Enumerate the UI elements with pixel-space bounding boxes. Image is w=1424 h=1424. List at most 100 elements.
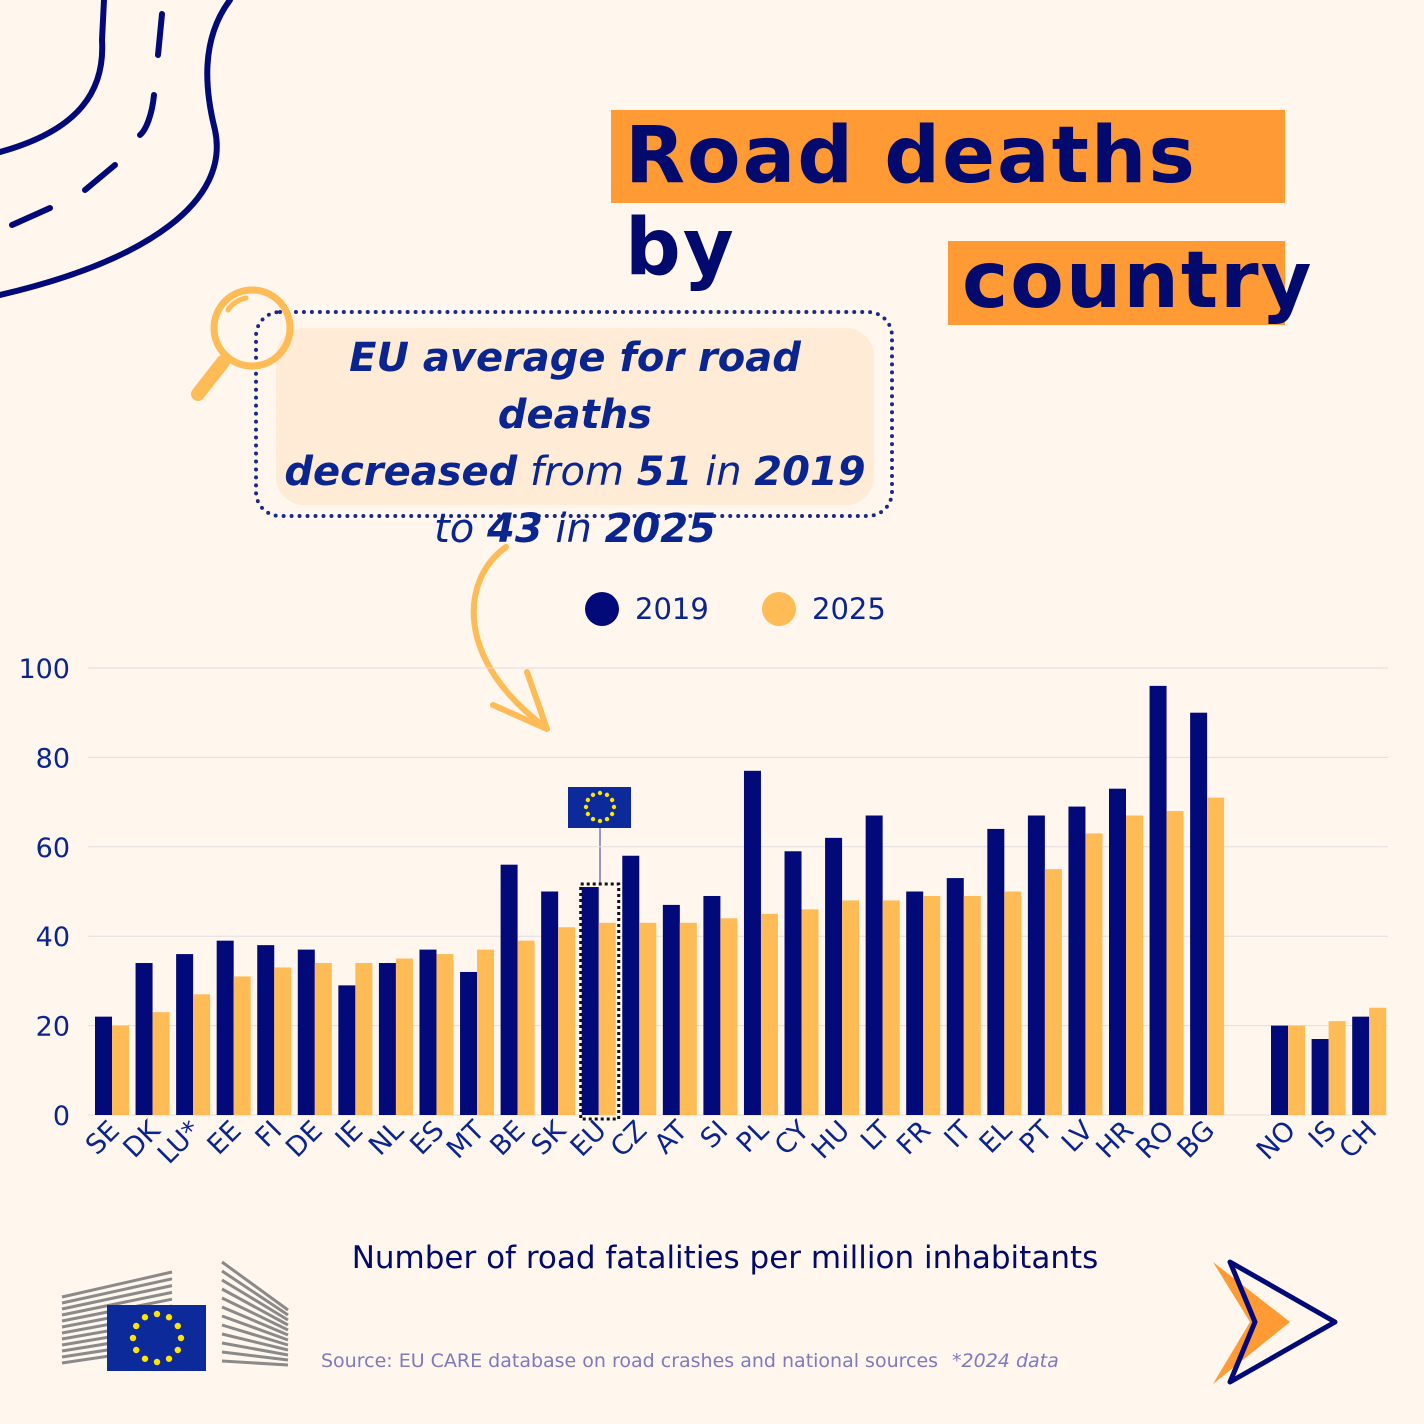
bar-PT-2025 <box>1044 869 1062 1115</box>
y-tick-label: 0 <box>53 1101 70 1132</box>
bar-DK-2019 <box>135 963 153 1115</box>
bar-DE-2025 <box>314 963 332 1115</box>
bar-LT-2019 <box>865 815 883 1115</box>
bar-IS-2025 <box>1328 1021 1346 1115</box>
y-tick-label: 60 <box>36 833 70 864</box>
x-tick-label: PT <box>1014 1115 1059 1160</box>
bar-BG-2025 <box>1207 797 1225 1115</box>
y-tick-label: 100 <box>18 654 70 685</box>
european-commission-logo <box>61 1260 289 1371</box>
bar-LU-2019 <box>176 954 194 1115</box>
x-tick-label: LV <box>1056 1115 1100 1159</box>
bar-IE-2025 <box>355 963 373 1115</box>
x-tick-label: EU <box>565 1115 613 1163</box>
bar-CH-2019 <box>1352 1016 1370 1115</box>
bar-RO-2019 <box>1149 685 1167 1115</box>
x-tick-label: BG <box>1172 1115 1221 1164</box>
x-tick-label: CY <box>769 1115 816 1162</box>
legend-2025: 2025 <box>762 592 886 626</box>
magnifier-icon <box>191 286 294 401</box>
chevron-arrow-icon <box>1213 1259 1338 1385</box>
bar-CH-2025 <box>1369 1007 1387 1115</box>
bar-FR-2025 <box>923 895 941 1115</box>
bar-LV-2025 <box>1085 833 1103 1115</box>
legend-swatch-2019 <box>585 592 619 626</box>
bar-LV-2019 <box>1068 806 1086 1115</box>
x-tick-label: EL <box>974 1115 1019 1160</box>
bar-NO-2025 <box>1288 1025 1305 1115</box>
bar-DK-2025 <box>152 1012 170 1115</box>
eu-flag-marker <box>568 787 631 885</box>
bar-HR-2019 <box>1109 788 1126 1115</box>
bar-RO-2025 <box>1166 811 1184 1115</box>
x-tick-label: FI <box>250 1115 289 1154</box>
bar-IT-2019 <box>946 878 964 1115</box>
bar-EE-2019 <box>216 940 234 1115</box>
x-tick-label: HU <box>806 1115 856 1165</box>
x-tick-label: DE <box>280 1115 329 1164</box>
x-tick-label: SE <box>80 1115 126 1161</box>
title-line-1: Road deaths by <box>611 110 1285 293</box>
x-tick-label: LT <box>855 1115 897 1157</box>
x-tick-label: SI <box>695 1115 735 1155</box>
bar-BE-2019 <box>500 864 518 1115</box>
bar-EL-2019 <box>987 828 1005 1115</box>
x-axis-title: Number of road fatalities per million in… <box>351 1240 1099 1276</box>
curved-arrow-icon <box>470 544 550 732</box>
x-tick-label: CH <box>1334 1115 1384 1165</box>
x-tick-label: SK <box>526 1114 573 1161</box>
y-tick-label: 80 <box>36 743 70 774</box>
bar-MT-2025 <box>477 949 495 1115</box>
x-tick-label: NL <box>363 1115 410 1162</box>
bar-SK-2025 <box>558 927 576 1115</box>
bar-SK-2019 <box>541 891 559 1115</box>
bar-ES-2019 <box>419 949 437 1115</box>
bar-AT-2019 <box>662 904 680 1115</box>
bar-NL-2019 <box>378 963 396 1115</box>
bar-EE-2025 <box>233 976 251 1115</box>
x-tick-label: LU* <box>152 1115 207 1170</box>
bar-IS-2019 <box>1311 1039 1329 1115</box>
bar-SE-2025 <box>112 1025 129 1115</box>
bar-EU-2025 <box>598 922 616 1115</box>
x-tick-label: NO <box>1251 1115 1302 1166</box>
bar-SE-2019 <box>95 1016 112 1115</box>
x-tick-label: BE <box>484 1115 531 1162</box>
x-tick-label: IT <box>938 1115 978 1155</box>
y-tick-label: 20 <box>36 1012 70 1043</box>
bar-LU-2025 <box>193 994 211 1115</box>
bar-MT-2019 <box>460 971 478 1115</box>
bar-PL-2025 <box>760 913 778 1115</box>
callout-border <box>254 310 894 518</box>
x-tick-label: IS <box>1303 1115 1343 1155</box>
bar-IE-2019 <box>338 985 356 1115</box>
x-tick-label: PL <box>731 1115 775 1159</box>
bar-CY-2025 <box>801 909 819 1115</box>
bar-IT-2025 <box>963 895 981 1115</box>
bar-SI-2019 <box>703 895 721 1115</box>
bar-SI-2025 <box>720 918 738 1115</box>
x-tick-label: CZ <box>605 1115 653 1163</box>
y-tick-label: 40 <box>36 922 70 953</box>
bar-AT-2025 <box>679 922 697 1115</box>
x-tick-label: IE <box>330 1115 370 1155</box>
bar-PT-2019 <box>1027 815 1045 1115</box>
source-text: Source: EU CARE database on road crashes… <box>321 1350 1059 1372</box>
bar-HR-2025 <box>1126 815 1143 1115</box>
title-line-2: country <box>948 241 1311 325</box>
bar-CY-2019 <box>784 851 802 1115</box>
x-tick-label: EE <box>202 1115 248 1161</box>
x-tick-label: ES <box>404 1115 450 1161</box>
callout-text: EU average for road deaths decreased fro… <box>276 328 874 552</box>
bar-ES-2025 <box>436 954 454 1115</box>
bar-NL-2025 <box>395 958 413 1115</box>
bar-FI-2019 <box>257 945 275 1115</box>
bar-EU-2019 <box>581 887 599 1115</box>
bar-EL-2025 <box>1004 891 1022 1115</box>
bar-FI-2025 <box>274 967 292 1115</box>
bar-PL-2019 <box>743 770 761 1115</box>
bar-CZ-2025 <box>639 922 657 1115</box>
bar-BG-2019 <box>1190 712 1208 1115</box>
